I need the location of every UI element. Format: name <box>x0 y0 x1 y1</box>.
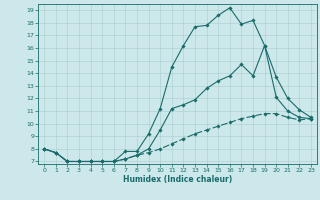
X-axis label: Humidex (Indice chaleur): Humidex (Indice chaleur) <box>123 175 232 184</box>
